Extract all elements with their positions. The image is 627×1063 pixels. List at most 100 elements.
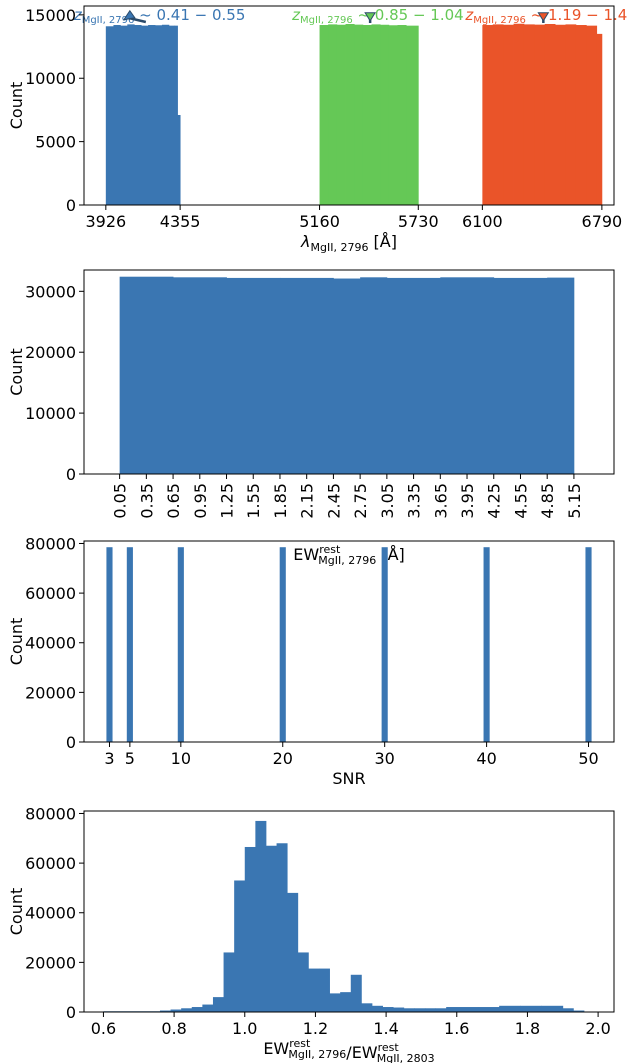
bar: [319, 25, 329, 205]
plot-frame: [83, 540, 615, 743]
y-tick-label: 0: [66, 1003, 76, 1022]
bar: [333, 278, 361, 474]
arrow-head: [364, 12, 377, 22]
bar: [482, 25, 494, 205]
bar: [586, 25, 598, 205]
bar: [265, 845, 277, 1012]
bar: [287, 892, 299, 1012]
y-tick-label: 0: [66, 733, 76, 752]
y-tick-label: 0: [66, 465, 76, 484]
plot-frame: [83, 810, 615, 1013]
bar: [297, 952, 309, 1012]
bar: [119, 276, 174, 474]
x-tick-label: 5160: [299, 212, 340, 231]
x-axis-label: EWrest MgII, 2796 [Å]: [293, 543, 405, 567]
bar: [361, 1003, 373, 1012]
bar: [328, 24, 338, 205]
x-tick-label: 1.6: [444, 1019, 469, 1038]
bar: [141, 25, 149, 205]
bar: [223, 952, 235, 1012]
bar: [120, 25, 128, 205]
bar: [170, 1009, 182, 1012]
bar: [212, 997, 224, 1012]
series-2: [319, 23, 419, 206]
bar: [596, 33, 603, 206]
arrow-head: [122, 9, 136, 21]
y-tick-label: 10000: [25, 69, 76, 88]
bar: [354, 24, 364, 206]
bar: [360, 277, 388, 474]
y-tick-label: 40000: [25, 634, 76, 653]
bar: [362, 25, 372, 205]
x-tick-label: 1.85: [271, 483, 290, 519]
bar: [113, 25, 121, 205]
bar: [562, 1008, 574, 1012]
panel-4: 0 20000 40000 60000 80000 0.6 0.8 1.0 1.2 1.4 1.6 1…: [7, 804, 615, 1063]
bar: [397, 25, 407, 205]
bar: [477, 1007, 500, 1012]
y-tick-label: 40000: [25, 904, 76, 923]
bar: [106, 547, 113, 742]
bar: [161, 24, 170, 206]
bar: [127, 24, 135, 205]
x-tick-label: 50: [578, 749, 598, 768]
bar: [393, 1007, 405, 1012]
x-tick-label: 1.25: [218, 483, 237, 519]
bar: [440, 277, 495, 474]
bar: [177, 115, 181, 205]
bar: [406, 25, 419, 205]
bar: [345, 23, 355, 206]
x-tick-label: 1.8: [515, 1019, 540, 1038]
bar: [244, 846, 256, 1012]
bar: [173, 277, 227, 474]
x-tick-label: 3926: [85, 212, 126, 231]
bar: [279, 547, 286, 742]
x-tick-label: 3.35: [405, 483, 424, 519]
x-tick-label: 0.8: [161, 1019, 186, 1038]
x-tick-label: 5730: [398, 212, 439, 231]
bar: [435, 1008, 447, 1012]
x-tick-label: 2.45: [324, 483, 343, 519]
plot-frame: [83, 5, 615, 206]
bar: [388, 25, 398, 206]
bar: [350, 974, 362, 1012]
bar: [381, 547, 388, 742]
bar: [318, 968, 330, 1012]
bar: [181, 1008, 193, 1012]
panel-1: zMgII, 2796 ~ 0.41 − 0.55 zMgII, 2796 ~ 0…: [7, 5, 627, 254]
x-tick-label: 4.85: [538, 483, 557, 519]
y-axis-label: Count: [7, 348, 26, 396]
x-axis-label: SNR: [332, 769, 365, 788]
bar: [547, 277, 575, 474]
y-axis-label: Count: [7, 888, 26, 936]
bar: [191, 1007, 203, 1012]
bar: [386, 277, 441, 474]
bar: [226, 277, 281, 474]
x-axis-label: λMgII, 2796 [Å]: [300, 232, 397, 254]
bar: [565, 24, 577, 205]
bar: [340, 992, 352, 1012]
bar: [456, 1007, 479, 1012]
x-tick-label: 40: [476, 749, 496, 768]
x-tick-label: 0.65: [164, 483, 183, 519]
panel-3: 0 20000 40000 60000 80000 3 5 10 20 30 40 50 Count SN…: [7, 534, 615, 788]
y-tick-label: 80000: [25, 804, 76, 823]
bar: [177, 547, 184, 742]
x-tick-label: 30: [374, 749, 394, 768]
bar: [371, 1005, 383, 1012]
x-tick-label: 0.95: [191, 483, 210, 519]
y-tick-label: 20000: [25, 683, 76, 702]
annotation-label: zMgII, 2796 ~ 0.41 − 0.55: [73, 6, 246, 26]
x-tick-label: 6100: [462, 212, 503, 231]
y-tick-label: 20000: [25, 343, 76, 362]
y-tick-label: 10000: [25, 404, 76, 423]
x-tick-label: 3.05: [378, 483, 397, 519]
bar: [380, 24, 390, 206]
x-tick-label: 2.75: [351, 483, 370, 519]
bar: [155, 25, 163, 206]
bar: [279, 277, 334, 474]
bar: [202, 1004, 214, 1012]
bar: [523, 24, 535, 205]
bar: [544, 23, 556, 206]
x-tick-label: 6790: [582, 212, 623, 231]
